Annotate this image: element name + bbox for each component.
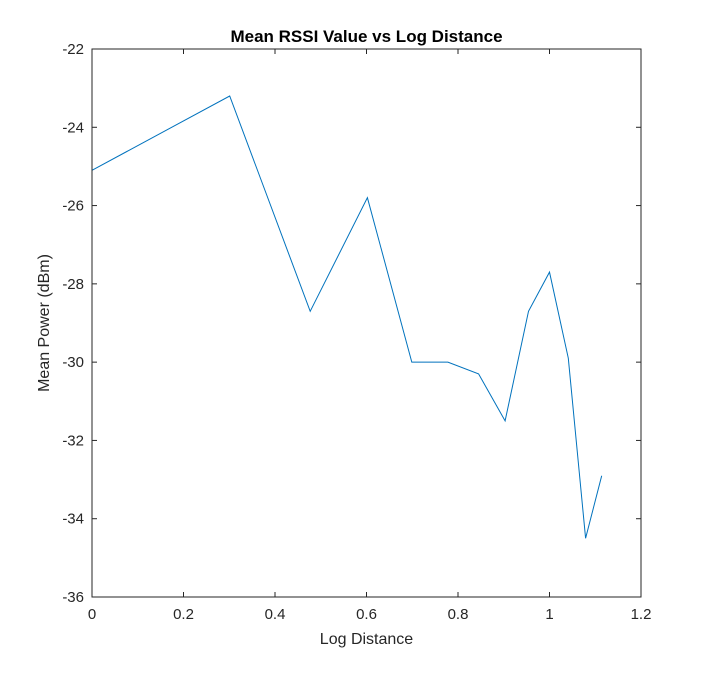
y-tick-label: -30	[62, 354, 84, 371]
x-tick-label: 0.2	[173, 606, 194, 623]
data-point	[229, 95, 230, 96]
data-point	[411, 362, 412, 363]
data-point	[478, 373, 479, 374]
y-tick-label: -24	[62, 119, 84, 136]
data-point	[549, 272, 550, 273]
x-axis-label: Log Distance	[320, 631, 413, 648]
data-point	[505, 420, 506, 421]
data-point	[310, 311, 311, 312]
x-tick-label: 0	[88, 606, 96, 623]
data-point	[447, 362, 448, 363]
y-tick-label: -26	[62, 198, 84, 215]
series-layer	[91, 95, 603, 539]
data-point	[601, 475, 602, 476]
x-tick-label: 1.2	[631, 606, 652, 623]
chart-title: Mean RSSI Value vs Log Distance	[230, 27, 502, 46]
data-point	[568, 358, 569, 359]
y-tick-label: -28	[62, 276, 84, 293]
y-tick-label: -36	[62, 589, 84, 606]
data-point	[528, 311, 529, 312]
x-tick-label: 0.6	[356, 606, 377, 623]
series-line-0	[91, 95, 603, 539]
plot-area	[92, 49, 641, 597]
y-tick-label: -22	[62, 41, 84, 58]
data-point	[585, 538, 586, 539]
ticks: 0 0.2 0.4 0.6 0.8 1 1.2 -22 -24 -26 -28 -30 -32 -34 -3…	[62, 41, 651, 623]
y-axis-label: Mean Power (dBm)	[36, 254, 53, 392]
y-tick-label: -32	[62, 432, 84, 449]
y-tick-label: -34	[62, 511, 84, 528]
plot-frame	[91, 48, 642, 598]
x-tick-label: 1	[545, 606, 553, 623]
data-point	[367, 197, 368, 198]
x-tick-label: 0.8	[448, 606, 469, 623]
x-tick-label: 0.4	[265, 606, 286, 623]
